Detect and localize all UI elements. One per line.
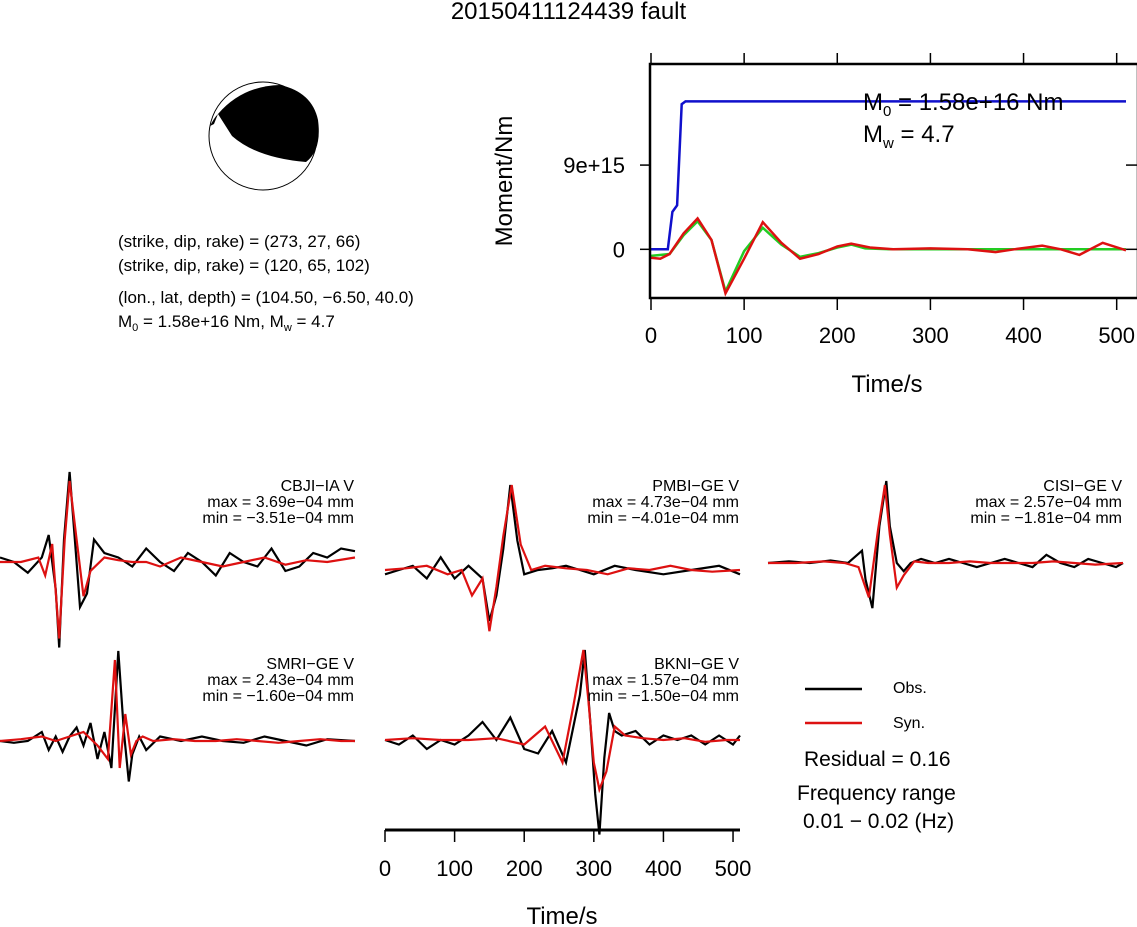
station-min: min = −1.60e−04 mm [202, 688, 354, 705]
station-name: PMBI−GE V [652, 478, 739, 495]
moment-x-tick-label: 500 [1098, 323, 1135, 348]
station-label-pmbi: PMBI−GE V max = 4.73e−04 mm min = −4.01e… [587, 479, 739, 527]
waveform-syn-trace [768, 484, 1124, 598]
waveform-x-tick-label: 0 [379, 856, 391, 881]
moment-series-cumulative [651, 100, 1126, 251]
station-max: max = 3.69e−04 mm [207, 494, 354, 511]
station-name: SMRI−GE V [266, 656, 354, 673]
moment-x-tick-label: 200 [819, 323, 856, 348]
moment-y-axis-label: Moment/Nm [491, 116, 518, 247]
station-label-smri: SMRI−GE V max = 2.43e−04 mm min = −1.60e… [202, 657, 354, 705]
moment-series-rate [650, 216, 1127, 297]
moment-x-tick-label: 100 [726, 323, 763, 348]
moment-plot-frame [648, 62, 1137, 300]
figure-title: 20150411124439 fault [450, 0, 687, 25]
moment-x-tick-label: 400 [1005, 323, 1042, 348]
waveform-chart: 0 100 200 300 400 500 Time/s [0, 471, 1124, 927]
m0-symbol: M [118, 312, 133, 331]
mw-value: = 4.7 [291, 312, 335, 331]
hypocenter-text: (lon., lat, depth) = (104.50, −6.50, 40.… [118, 288, 414, 307]
waveform-x-tick-label: 100 [436, 856, 473, 881]
station-max: max = 2.57e−04 mm [975, 494, 1122, 511]
waveform-syn-trace [0, 480, 356, 639]
station-max: max = 4.73e−04 mm [592, 494, 739, 511]
annot-m0-subscript: 0 [883, 103, 891, 120]
station-name: CBJI−IA V [280, 478, 354, 495]
station-max: max = 1.57e−04 mm [592, 672, 739, 689]
station-label-cisi: CISI−GE V max = 2.57e−04 mm min = −1.81e… [970, 479, 1122, 527]
nodal-plane-2: (strike, dip, rake) = (120, 65, 102) [118, 256, 370, 275]
moment-x-tick-label: 300 [912, 323, 949, 348]
waveform-syn-trace [384, 484, 741, 632]
station-min: min = −1.81e−04 mm [970, 510, 1122, 527]
station-label-bkni: BKNI−GE V max = 1.57e−04 mm min = −1.50e… [587, 657, 739, 705]
mw-subscript: w [283, 322, 292, 334]
waveform-x-tick-label: 300 [575, 856, 612, 881]
annot-m0-value: = 1.58e+16 Nm [891, 89, 1063, 116]
magnitude-text: M0 = 1.58e+16 Nm, Mw = 4.7 [118, 312, 335, 334]
station-name: CISI−GE V [1043, 478, 1122, 495]
moment-x-tick-label: 0 [645, 323, 657, 348]
waveform-x-tick-label: 200 [506, 856, 543, 881]
frequency-range-value: 0.01 − 0.02 (Hz) [803, 810, 955, 833]
moment-annotation-mw: Mw = 4.7 [863, 121, 955, 152]
annot-m0-symbol: M [863, 89, 883, 116]
legend-swatches [805, 687, 862, 725]
waveform-obs-trace [384, 484, 741, 622]
waveform-x-tick-label: 500 [715, 856, 752, 881]
m0-subscript: 0 [132, 322, 139, 334]
moment-x-axis-label: Time/s [851, 371, 922, 398]
station-min: min = −3.51e−04 mm [202, 510, 354, 527]
residual-text: Residual = 0.16 [804, 748, 951, 771]
waveform-x-tick-label: 400 [645, 856, 682, 881]
waveform-x-axis-label: Time/s [526, 903, 597, 927]
m0-value: = 1.58e+16 Nm, M [138, 312, 284, 331]
station-name: BKNI−GE V [654, 656, 739, 673]
nodal-plane-1: (strike, dip, rake) = (273, 27, 66) [118, 232, 361, 251]
moment-y-tick-label: 0 [613, 237, 625, 262]
waveform-obs-trace [767, 480, 1124, 609]
waveform-obs-trace [0, 650, 356, 782]
legend-syn-label: Syn. [893, 715, 926, 732]
station-max: max = 2.43e−04 mm [207, 672, 354, 689]
station-min: min = −4.01e−04 mm [587, 510, 739, 527]
waveform-syn-trace [0, 659, 355, 769]
moment-y-tick-label: 9e+15 [563, 153, 625, 178]
annot-mw-value: = 4.7 [894, 121, 955, 148]
station-min: min = −1.50e−04 mm [587, 688, 739, 705]
legend-obs-label: Obs. [893, 680, 927, 697]
annot-mw-symbol: M [863, 121, 883, 148]
frequency-range-title: Frequency range [797, 782, 956, 805]
annot-mw-subscript: w [882, 135, 894, 152]
waveform-syn-trace [384, 649, 740, 794]
station-label-cbji: CBJI−IA V max = 3.69e−04 mm min = −3.51e… [202, 479, 354, 527]
moment-annotation-m0: M0 = 1.58e+16 Nm [863, 89, 1063, 120]
beachball-icon [208, 81, 319, 191]
